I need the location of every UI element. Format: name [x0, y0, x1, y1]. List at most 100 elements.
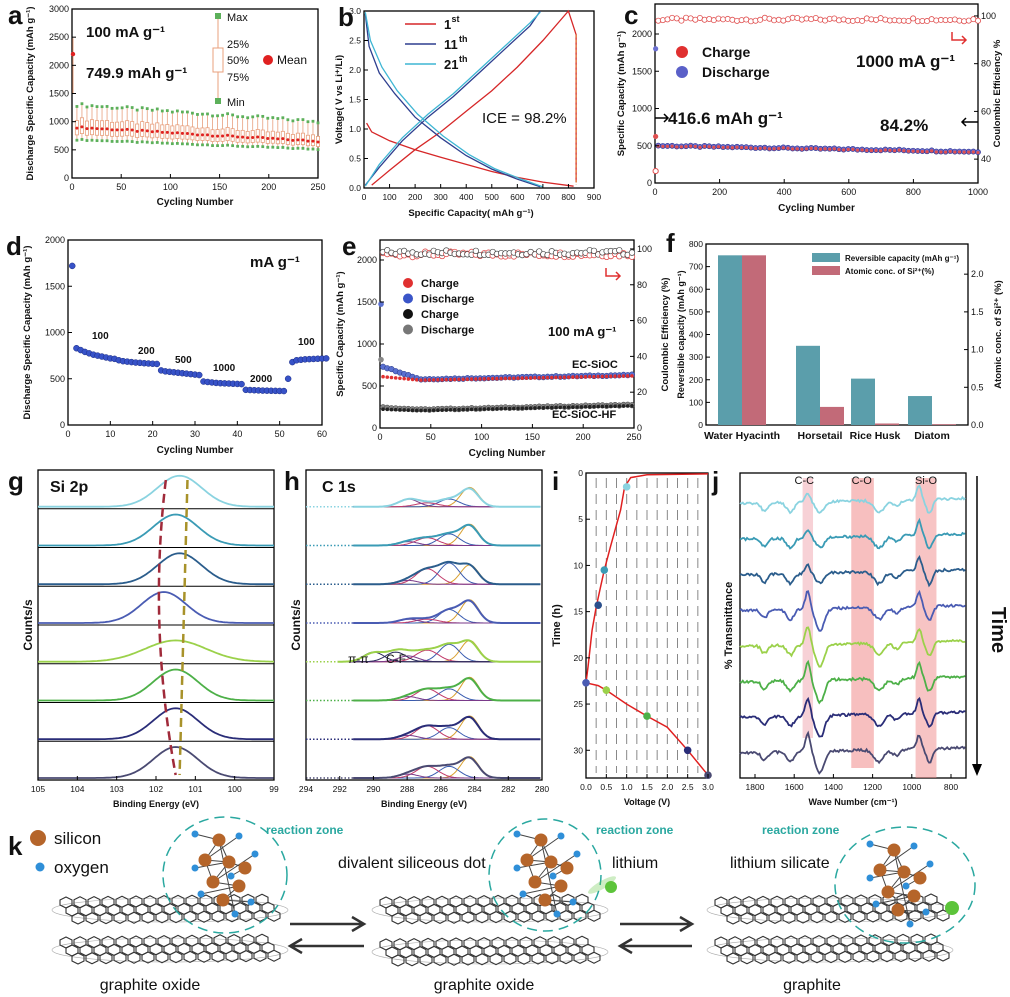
y-tick-label: 1.5 [349, 95, 361, 105]
hf-charge-point [575, 405, 579, 409]
box-mean [90, 126, 94, 130]
bar-capacity [908, 396, 932, 425]
hf-charge-point [583, 405, 588, 409]
charge-point [684, 145, 688, 149]
ce-arrow [605, 268, 622, 281]
graphene-hex [824, 950, 838, 964]
y-tick-label: 0 [64, 173, 69, 183]
x-tick-label: 60 [317, 429, 327, 439]
x-tick-label: 0.5 [600, 782, 612, 792]
legend-si2-swatch [812, 266, 840, 275]
si2p-spectrum [38, 707, 274, 741]
x-axis-label: Voltage (V) [624, 797, 670, 807]
x-tick-label: 200 [576, 432, 591, 442]
legend-sup: st [452, 14, 460, 24]
oxygen-atom [866, 874, 874, 882]
hf-charge-point [406, 408, 411, 412]
box-mean [266, 136, 270, 140]
legend-marker [403, 324, 413, 335]
y-tick-label: 1000 [632, 104, 652, 114]
charge-point [814, 146, 818, 151]
charge-point [763, 146, 767, 150]
box-max [251, 115, 255, 119]
box-mean [256, 135, 260, 139]
c1s-component [353, 688, 541, 701]
charge-point [953, 150, 957, 154]
panel-letter-f: f [666, 228, 675, 258]
plot-frame [379, 239, 635, 429]
arrow-back-1 [287, 937, 364, 955]
charge-point [855, 148, 860, 152]
ce-point-hf [472, 247, 480, 255]
y2-tick-label: 0.5 [971, 382, 984, 392]
arrow-right [960, 117, 978, 127]
hf-charge-point [596, 404, 601, 409]
graphene-hex [489, 952, 503, 966]
graphene-hex [740, 912, 754, 925]
charge-point [507, 376, 512, 381]
sample-marker [594, 601, 602, 609]
x-tick-label: 100 [382, 192, 396, 202]
x-tick-label: 292 [333, 784, 347, 794]
charge-point [533, 376, 537, 380]
box-min [160, 141, 164, 145]
oxygen-atom [549, 872, 557, 880]
hf-charge-point [541, 405, 546, 410]
box-mean [226, 133, 230, 137]
box-min [271, 145, 275, 149]
legend-marker [403, 293, 413, 304]
box-mean [261, 135, 265, 139]
box-max [226, 112, 229, 116]
rate-label: 200 [138, 346, 155, 357]
hf-charge-point [440, 408, 444, 412]
ce-point [975, 17, 982, 24]
charge-point [804, 147, 809, 151]
caption-graphite: graphite [783, 977, 841, 994]
hf-charge-point [490, 407, 495, 411]
graphene-hex [267, 949, 281, 962]
y-tick-label: 3.0 [349, 6, 361, 16]
box-min [241, 144, 245, 148]
y-axis-label: Discharge Specific Capacity (mAh g⁻¹) [22, 246, 33, 420]
oxygen-atom [235, 832, 243, 840]
si2p-spectrum [38, 746, 274, 779]
box-max [75, 105, 79, 108]
box-mean [135, 129, 139, 133]
panel-letter-d: d [6, 231, 22, 261]
box-max [175, 109, 179, 113]
charge-point [419, 378, 423, 382]
oxygen-atom [569, 898, 577, 906]
panel-letter-g: g [8, 466, 24, 496]
charge-point [860, 148, 864, 152]
sheet-edge [51, 937, 289, 963]
x-tick-label: 400 [777, 187, 792, 197]
charge-point [389, 375, 394, 380]
y2-tick-label: 60 [637, 316, 647, 326]
c1s-component [353, 756, 541, 779]
charge-point [427, 378, 432, 382]
pi-annotation: π-π [348, 652, 369, 666]
reaction-zone-label: reaction zone [596, 823, 674, 837]
hf-charge-point [444, 408, 449, 412]
x-tick-label: 2.5 [682, 782, 694, 792]
x-axis-label: Binding Energy (eV) [381, 799, 467, 809]
graphene-hex [545, 910, 559, 923]
box-mean [251, 135, 255, 139]
silicon-atom [520, 853, 534, 867]
y-tick-label: 1.0 [349, 124, 361, 134]
box-mean [291, 138, 295, 142]
box-mean [271, 136, 275, 140]
charge-point [613, 374, 617, 379]
label-divalent-dot: divalent siliceous dot [338, 855, 486, 872]
cf-annotation: C-F [386, 652, 406, 666]
legend-sup: th [459, 34, 468, 44]
x-tick-label: 300 [434, 192, 448, 202]
legend-mean: Mean [277, 53, 307, 67]
x-tick-label: 250 [310, 182, 325, 192]
graphene-hex [796, 911, 810, 924]
first-cycle-mean [70, 51, 76, 57]
discharge-curve-1 [366, 122, 574, 187]
box-max [276, 117, 280, 120]
graphene-hex [559, 951, 573, 965]
sio-cluster-3 [866, 840, 959, 928]
